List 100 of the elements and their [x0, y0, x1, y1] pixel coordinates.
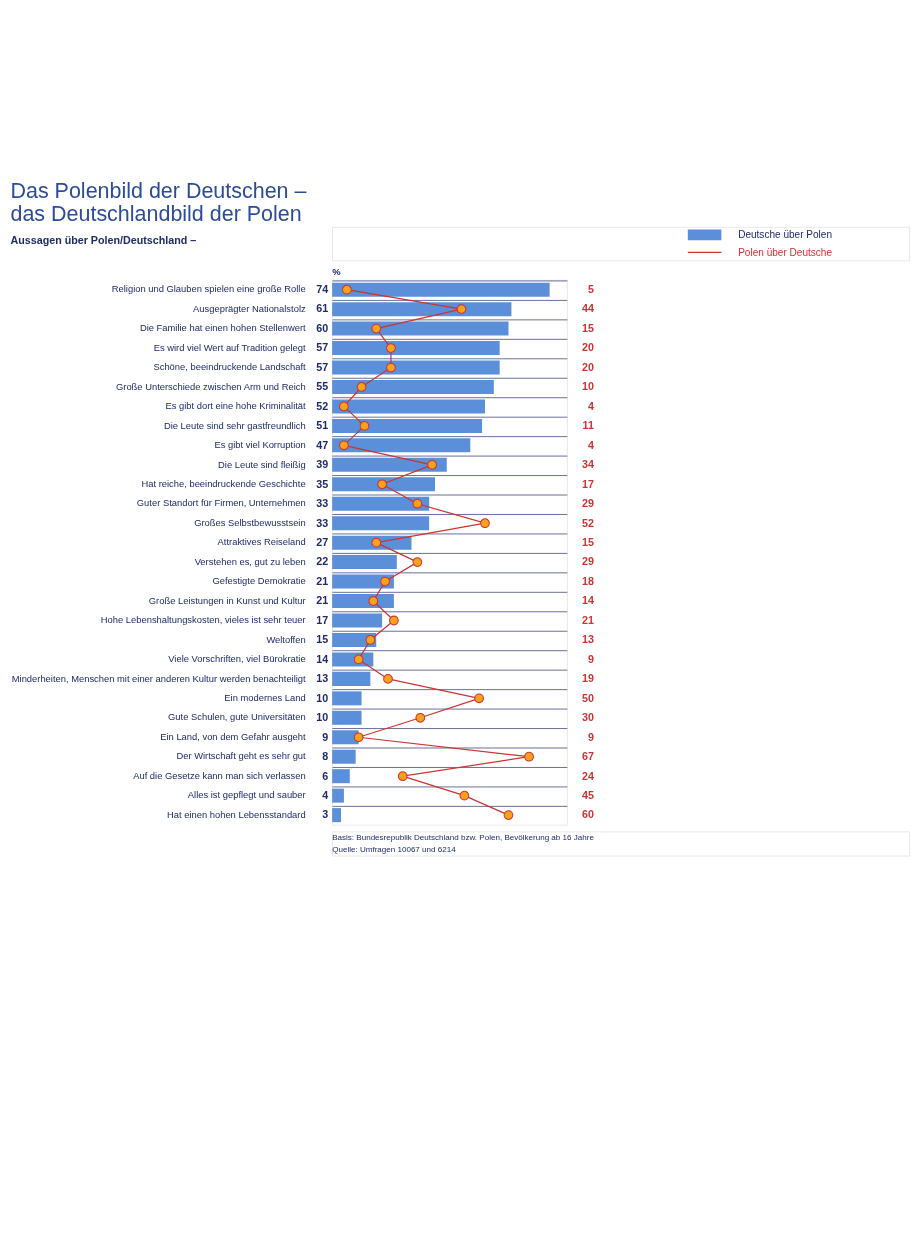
point: [459, 790, 470, 801]
y-tick-label: Ein modernes Land: [224, 692, 306, 704]
point: [389, 615, 399, 626]
y-tick-label: Der Wirtschaft geht es sehr gut: [176, 750, 307, 762]
bar: [332, 574, 394, 589]
y-tick-label: Die Leute sind sehr gastfreundlich: [163, 419, 306, 431]
point: [368, 596, 379, 606]
data-label: 9: [587, 730, 594, 743]
data-label: 10: [316, 711, 329, 724]
y-tick-label: Viele Vorschriften, viel Bürokratie: [168, 653, 306, 665]
point: [359, 421, 370, 431]
bar: [332, 302, 512, 317]
text: %: [332, 265, 342, 277]
point: [474, 693, 484, 704]
data-label: 20: [581, 341, 594, 354]
y-tick-label: Die Familie hat einen hohen Stellenwert: [139, 322, 307, 334]
data-label: 24: [581, 769, 594, 782]
data-label: 55: [316, 380, 329, 393]
data-label: 57: [316, 341, 329, 354]
y-tick-label: Ausgeprägter Nationalstolz: [193, 302, 306, 314]
y-tick-label: Es wird viel Wert auf Tradition gelegt: [153, 341, 307, 353]
bar: [332, 360, 500, 375]
data-label: 34: [581, 458, 594, 471]
data-label: 22: [316, 555, 329, 568]
data-label: 33: [316, 497, 329, 510]
data-label: 17: [316, 613, 329, 626]
y-tick-label: Minderheiten, Menschen mit einer anderen Kultur werden benachteiligt: [11, 672, 307, 684]
data-label: 8: [322, 750, 329, 763]
y-tick-label: Es gibt viel Korruption: [214, 439, 306, 451]
point: [524, 751, 534, 762]
bar: [332, 282, 550, 297]
point: [412, 557, 423, 567]
bar: [332, 788, 344, 803]
point: [480, 518, 490, 529]
y-tick-label: Gute Schulen, gute Universitäten: [168, 711, 306, 723]
point: [427, 459, 437, 470]
bar: [332, 321, 509, 336]
data-label: 45: [581, 789, 594, 801]
bar: [332, 808, 341, 823]
bar: [332, 379, 494, 394]
y-tick-label: Weltoffen: [266, 633, 306, 645]
point: [456, 304, 467, 315]
bar: [332, 516, 430, 531]
data-label: 74: [316, 283, 329, 296]
data-label: 4: [322, 789, 329, 801]
data-label: 39: [316, 458, 329, 471]
bar: [332, 769, 350, 784]
data-label: 33: [316, 516, 329, 529]
data-label: 20: [581, 360, 594, 373]
bar: [332, 749, 356, 764]
bar: [332, 555, 397, 570]
data-label: 47: [316, 438, 329, 451]
point: [397, 771, 408, 782]
bar: [332, 496, 430, 511]
data-label: 4: [587, 399, 594, 412]
point: [412, 498, 423, 509]
data-label: 15: [581, 321, 594, 334]
data-label: 52: [581, 516, 594, 529]
y-tick-label: Schöne, beeindruckende Landschaft: [153, 361, 307, 373]
y-tick-label: Es gibt dort eine hohe Kriminalität: [165, 400, 307, 412]
data-label: 61: [316, 302, 329, 315]
bar: [332, 418, 483, 433]
data-label: 35: [316, 477, 329, 490]
point: [383, 674, 393, 684]
bar: [332, 710, 362, 725]
data-label: 52: [316, 399, 329, 412]
y-tick-label: Die Leute sind fleißig: [218, 458, 306, 470]
data-label: 15: [316, 633, 329, 646]
data-label: 17: [581, 477, 594, 490]
legend-label: Polen über Deutsche: [738, 246, 833, 258]
bar: [332, 613, 383, 628]
data-label: 27: [316, 536, 329, 549]
point: [415, 712, 426, 723]
data-label: 4: [587, 438, 594, 451]
y-tick-label: Großes Selbstbewusstsein: [194, 516, 306, 528]
point: [386, 362, 396, 373]
data-label: 10: [316, 691, 329, 704]
data-label: 13: [316, 672, 329, 685]
bar: [332, 691, 362, 706]
point: [377, 479, 388, 490]
data-label: 67: [581, 750, 594, 763]
y-tick-label: Religion und Glauben spielen eine große Rolle: [111, 283, 306, 295]
y-tick-label: Alles ist gepflegt und sauber: [187, 789, 306, 801]
bar: [332, 671, 371, 686]
data-label: 21: [316, 594, 329, 607]
data-label: 21: [316, 574, 329, 587]
bar: [332, 399, 485, 414]
point: [341, 284, 352, 295]
text: Aussagen über Polen/Deutschland –: [10, 234, 197, 247]
point: [386, 343, 396, 353]
data-label: 57: [316, 360, 329, 373]
data-label: 6: [322, 769, 329, 782]
bar: [332, 341, 500, 356]
bar: [332, 457, 447, 472]
y-tick-label: Ein Land, von dem Gefahr ausgeht: [160, 730, 307, 742]
data-label: 60: [316, 321, 329, 334]
data-label: 50: [581, 691, 594, 704]
point: [365, 635, 376, 645]
data-label: 21: [581, 613, 594, 626]
y-tick-label: Große Leistungen in Kunst und Kultur: [148, 594, 306, 606]
